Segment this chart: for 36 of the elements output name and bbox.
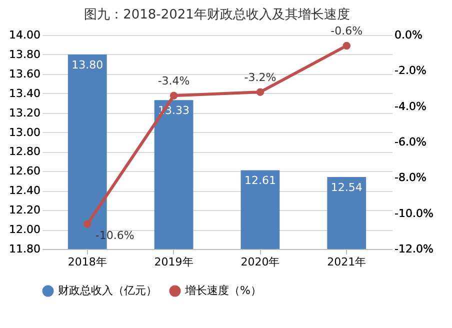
data-label: -3.2% — [244, 71, 276, 84]
y-tick-label: 12.00 — [9, 223, 40, 236]
y2-tick-label: -10.0% — [394, 206, 434, 220]
x-tick-label: 2019年 — [154, 256, 194, 268]
y2-tick-label: -6.0% — [394, 136, 426, 148]
legend-label: 财政总收入（亿元） — [58, 284, 157, 297]
data-label: 12.54 — [330, 181, 362, 194]
y-tick-label: 13.20 — [9, 106, 40, 120]
chart-title: 图九：2018-2021年财政总收入及其增长速度 — [84, 6, 350, 23]
y-tick-label: 13.40 — [9, 86, 40, 100]
data-label: 13.80 — [72, 58, 104, 72]
point — [342, 42, 351, 50]
y2-tick-label: 0.0% — [394, 28, 422, 42]
data-label: -0.6% — [330, 24, 363, 38]
x-tick-label: 2020年 — [240, 256, 280, 268]
point — [256, 88, 264, 96]
y2-tick-label: -12.0% — [394, 242, 434, 256]
data-label: -3.4% — [158, 74, 190, 88]
y2-tick-label: -2.0% — [394, 64, 426, 78]
y-tick-label: 12.40 — [9, 184, 40, 198]
y-tick-label: 13.00 — [9, 126, 40, 139]
x-tick-label: 2021年 — [327, 256, 366, 268]
data-label: 12.61 — [244, 174, 276, 188]
point — [83, 220, 92, 228]
y2-tick-label: -8.0% — [394, 171, 426, 184]
y-tick-label: 14.00 — [9, 28, 40, 42]
y-tick-label: 13.60 — [9, 67, 40, 80]
y-tick-label: 12.60 — [9, 164, 40, 178]
y-tick-label: 13.80 — [9, 48, 40, 61]
legend-label: 增长速度（%） — [184, 284, 262, 297]
y-tick-label: 12.20 — [9, 204, 40, 217]
y2-tick-label: -4.0% — [394, 100, 426, 113]
y-tick-label: 11.80 — [9, 242, 40, 256]
y-tick-label: 12.80 — [9, 145, 40, 158]
x-tick-label: 2018年 — [68, 256, 107, 268]
point — [170, 92, 178, 100]
